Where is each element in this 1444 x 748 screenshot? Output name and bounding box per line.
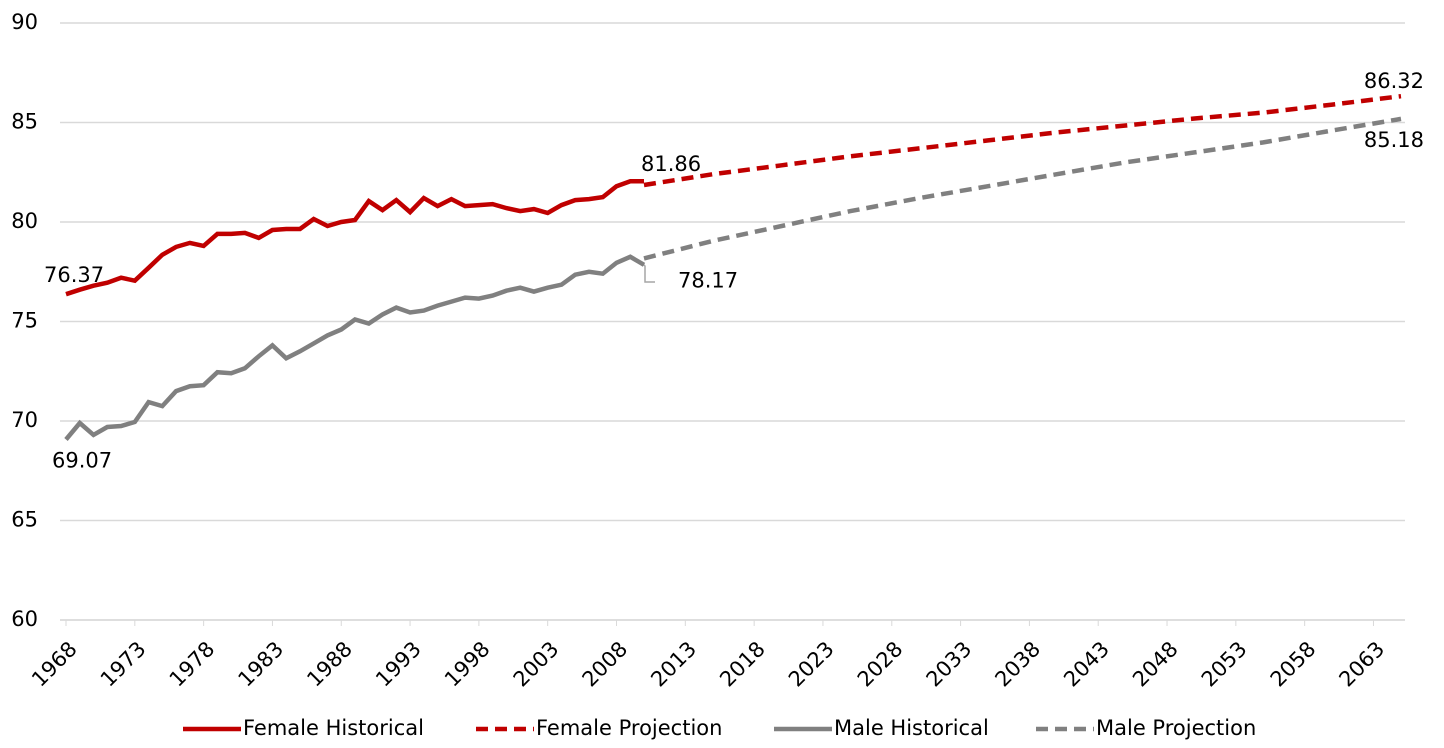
legend-label: Male Historical (834, 716, 989, 740)
x-tick-label: 2028 (853, 637, 908, 692)
data-label: 69.07 (52, 449, 112, 473)
x-tick-label: 2003 (509, 637, 564, 692)
x-tick-label: 2033 (922, 637, 977, 692)
data-label: 81.86 (641, 152, 701, 176)
data-label: 85.18 (1364, 128, 1424, 152)
legend-label: Female Projection (536, 716, 722, 740)
y-tick-label: 65 (11, 508, 38, 532)
data-label: 86.32 (1364, 69, 1424, 93)
x-tick-label: 1998 (440, 637, 495, 692)
x-tick-label: 1988 (302, 637, 357, 692)
x-tick-label: 2058 (1266, 637, 1321, 692)
line-series (643, 93, 1402, 188)
x-tick-label: 2063 (1334, 637, 1389, 692)
y-tick-label: 85 (11, 110, 38, 134)
x-tick-label: 2038 (990, 637, 1045, 692)
x-tick-label: 1983 (233, 637, 288, 692)
line-series (65, 178, 644, 297)
x-tick-label: 1968 (27, 637, 82, 692)
y-tick-label: 75 (11, 309, 38, 333)
x-tick-label: 2018 (715, 637, 770, 692)
x-tick-label: 2053 (1197, 637, 1252, 692)
legend-label: Male Projection (1096, 716, 1256, 740)
x-tick-label: 2008 (578, 637, 633, 692)
y-tick-label: 70 (11, 408, 38, 432)
y-tick-label: 80 (11, 209, 38, 233)
y-tick-label: 60 (11, 607, 38, 631)
x-tick-label: 2043 (1059, 637, 1114, 692)
x-tick-label: 2013 (646, 637, 701, 692)
legend-label: Female Historical (243, 716, 424, 740)
data-label: 78.17 (678, 268, 738, 292)
x-tick-label: 2023 (784, 637, 839, 692)
x-tick-label: 1978 (165, 637, 220, 692)
x-tick-label: 2048 (1128, 637, 1183, 692)
line-series (643, 116, 1402, 261)
x-tick-label: 1973 (96, 637, 151, 692)
line-series (64, 254, 646, 441)
x-tick-label: 1993 (371, 637, 426, 692)
y-tick-label: 90 (11, 10, 38, 34)
data-label: 76.37 (44, 263, 104, 287)
